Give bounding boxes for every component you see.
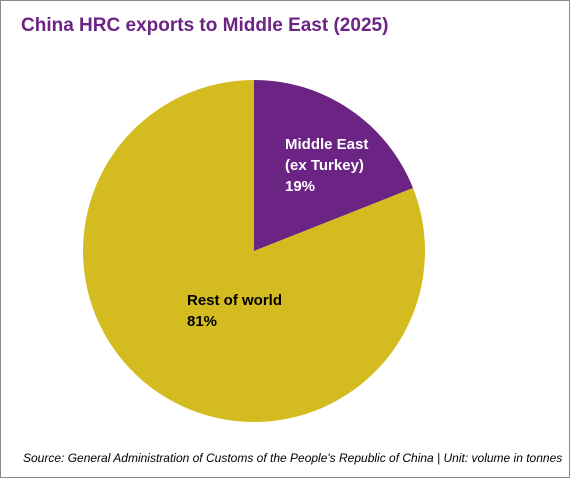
pie-slices: [82, 80, 425, 423]
slice-label-rest-of-world: Rest of world 81%: [187, 292, 282, 330]
pie-slice-middle-east: [254, 80, 413, 251]
pie-labels: Middle East (ex Turkey) 19% Rest of world 81…: [187, 136, 368, 330]
chart-source-note: Source: General Administration of Custom…: [23, 451, 563, 465]
pie-slice-rest-of-world: [82, 80, 425, 423]
chart-title: China HRC exports to Middle East (2025): [21, 15, 389, 36]
slice-label-middle-east: Middle East (ex Turkey) 19%: [285, 136, 368, 195]
